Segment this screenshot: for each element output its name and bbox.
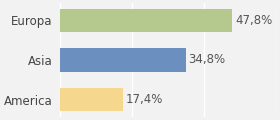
Bar (60, 88, 123, 111)
Bar (60, 9, 232, 32)
Text: 47,8%: 47,8% (235, 14, 273, 27)
Text: 34,8%: 34,8% (188, 54, 226, 66)
Text: 17,4%: 17,4% (126, 93, 163, 106)
Bar (60, 48, 186, 72)
